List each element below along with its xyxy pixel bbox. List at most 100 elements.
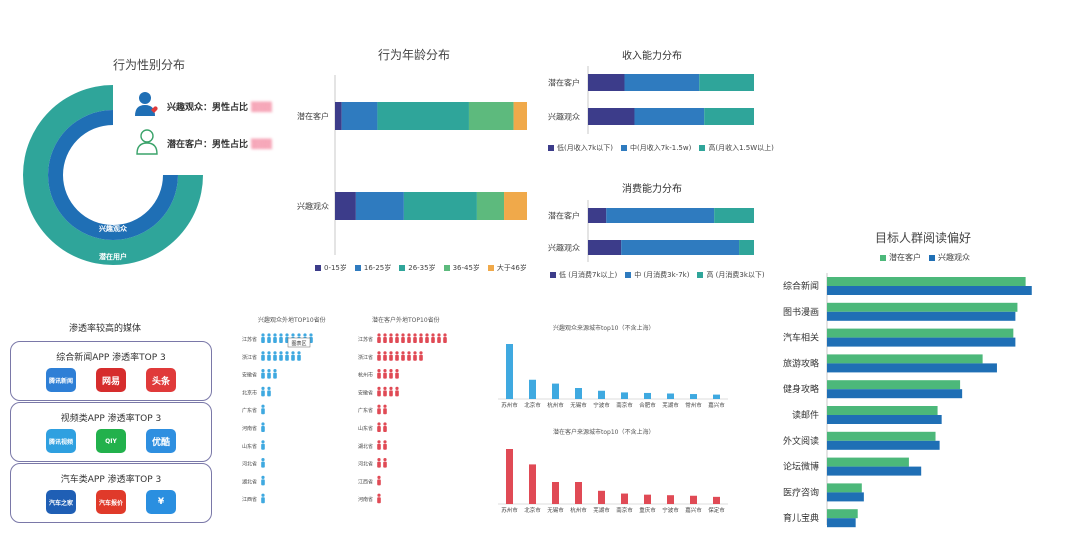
city-label: 重庆市 — [639, 506, 656, 514]
legend-swatch — [443, 265, 450, 271]
legend-label: 高(月收入1.5W以上) — [708, 144, 774, 152]
province-label: 广东省 — [242, 407, 257, 414]
person-icon — [261, 369, 265, 379]
legend-label: 低(月收入7k以下) — [557, 144, 613, 152]
city-label: 保定市 — [708, 506, 725, 514]
reading-bar — [827, 431, 936, 441]
chart-tooltip — [287, 337, 311, 348]
person-icon — [261, 404, 265, 415]
legend-label: 0-15岁 — [324, 264, 347, 272]
app-icon[interactable]: 腾讯视频 — [46, 429, 76, 453]
potential-gender-text: 潜在客户：男性占比 ▒▒▒ — [167, 140, 272, 150]
city-label: 苏州市 — [501, 401, 518, 409]
province-label: 湖北省 — [358, 443, 373, 450]
stacked-bar-segment — [714, 208, 754, 223]
city-label: 北京市 — [524, 401, 541, 409]
legend-item: 26-35岁 — [399, 263, 436, 273]
reading-category-label: 健身攻略 — [783, 383, 819, 395]
legend-item: 中(月收入7k-1.5w) — [620, 143, 691, 153]
province-label: 安徽省 — [242, 372, 257, 379]
city-label: 北京市 — [524, 506, 541, 514]
person-icon — [377, 351, 381, 361]
person-icon — [267, 386, 271, 397]
reading-category-label: 旅游攻略 — [783, 357, 819, 369]
person-icon — [389, 333, 393, 343]
app-icon[interactable]: 汽车之家 — [46, 490, 76, 514]
legend-swatch — [550, 272, 556, 278]
province-label: 河北省 — [358, 461, 373, 468]
app-icon[interactable]: 汽车报价 — [96, 490, 126, 514]
city-label: 无锡市 — [570, 401, 587, 409]
city-bar — [713, 394, 720, 399]
consume-title: 消费能力分布 — [622, 184, 682, 195]
legend-swatch — [354, 265, 361, 271]
city-bar — [667, 495, 674, 504]
city-bar — [575, 482, 582, 504]
app-icon[interactable]: ¥ — [146, 490, 176, 514]
app-icon[interactable]: 腾讯新闻 — [46, 368, 76, 392]
reading-category-label: 育儿宝典 — [783, 512, 819, 524]
media-card: 汽车类APP 渗透率TOP 3 汽车之家 汽车报价 ¥ — [10, 463, 212, 523]
city-potential-title: 潜在客户来源城市top10（不含上海） — [553, 429, 655, 436]
city-bar — [506, 344, 513, 399]
legend-label: 中 (月消费3k-7k) — [634, 271, 690, 279]
category-label: 潜在客户 — [297, 111, 329, 121]
stacked-bar-segment — [335, 192, 356, 220]
person-icon — [401, 333, 405, 343]
city-bar — [621, 493, 628, 504]
age-title: 行为年龄分布 — [378, 48, 451, 62]
reading-bar — [827, 337, 1016, 347]
stacked-bar-segment — [624, 74, 700, 91]
stacked-bar-segment — [377, 102, 469, 130]
person-icon — [383, 440, 387, 450]
reading-category-label: 综合新闻 — [783, 280, 819, 292]
person-icon — [285, 351, 289, 361]
city-bar — [667, 393, 674, 399]
person-icon — [383, 404, 387, 415]
city-label: 常州市 — [685, 401, 702, 409]
person-icon — [261, 475, 265, 486]
person-icon — [383, 351, 387, 361]
app-icon[interactable]: QIY — [96, 429, 126, 453]
city-bar — [713, 496, 720, 504]
media-title: 渗透率较高的媒体 — [69, 324, 142, 334]
city-bar — [690, 495, 697, 504]
stacked-bar-segment — [739, 240, 754, 255]
reading-bar — [827, 363, 997, 373]
reading-bar — [827, 483, 862, 493]
reading-bar — [827, 354, 983, 364]
person-icon — [437, 333, 441, 343]
media-card-caption: 汽车类APP 渗透率TOP 3 — [60, 475, 162, 485]
person-icon — [273, 369, 277, 379]
city-bar — [598, 390, 605, 399]
app-icon[interactable]: 头条 — [146, 368, 176, 392]
reading-category-label: 医疗咨询 — [783, 486, 819, 498]
person-icon — [377, 386, 381, 397]
city-potential-chart: 苏州市 北京市 无锡市 杭州市 芜湖市 南京市 重庆市 宁波市 嘉兴市 保定市 — [498, 449, 728, 514]
reading-bar — [827, 277, 1026, 286]
app-icon[interactable]: 网易 — [96, 368, 126, 392]
person-icon — [395, 369, 399, 379]
province-label: 北京市 — [242, 389, 257, 396]
reading-bar — [827, 302, 1018, 312]
stacked-bar-segment — [634, 108, 705, 125]
stacked-bar-segment — [588, 240, 622, 255]
person-icon — [279, 333, 283, 343]
city-bar — [552, 482, 559, 504]
legend-swatch — [929, 254, 935, 261]
legend-swatch — [548, 145, 554, 151]
app-icon[interactable]: 优酷 — [146, 429, 176, 453]
city-label: 南京市 — [616, 401, 633, 409]
reading-category-label: 论坛微博 — [783, 461, 819, 473]
city-label: 无锡市 — [547, 506, 564, 514]
stacked-bar-segment — [621, 240, 740, 255]
person-icon — [413, 351, 417, 361]
legend-label: 潜在客户 — [889, 253, 921, 262]
stacked-bar-segment — [403, 192, 477, 220]
province-label: 杭州市 — [358, 372, 373, 379]
stacked-bar-segment — [468, 102, 514, 130]
reading-bar — [827, 311, 1016, 321]
city-label: 芜湖市 — [593, 506, 610, 514]
city-label: 杭州市 — [547, 401, 564, 409]
person-icon — [383, 333, 387, 343]
